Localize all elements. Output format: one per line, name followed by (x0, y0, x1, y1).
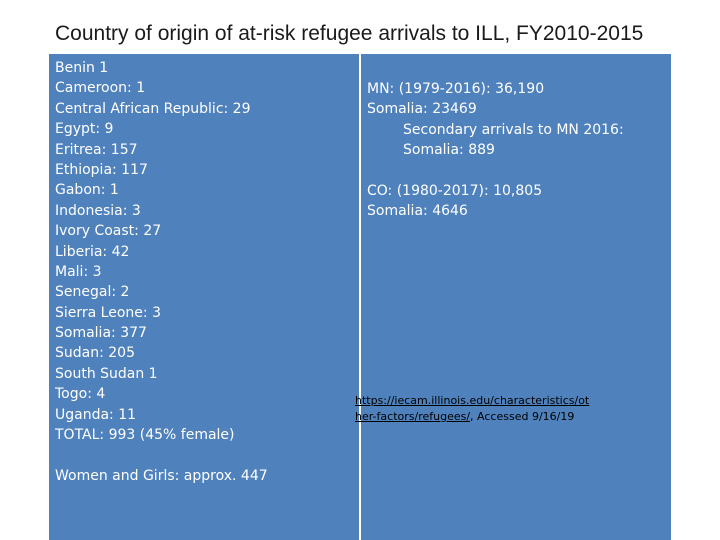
left-column: Benin 1 Cameroon: 1 Central African Repu… (55, 58, 268, 486)
list-item: Sudan: 205 (55, 345, 135, 362)
list-item: Togo: 4 (55, 386, 106, 403)
mn-total-line: MN: (1979-2016): 36,190 (367, 81, 545, 97)
list-item: Somalia: 377 (55, 325, 147, 342)
women-and-girls-line: Women and Girls: approx. 447 (55, 467, 268, 484)
source-citation: https://iecam.illinois.edu/characteristi… (355, 393, 595, 425)
list-item: Uganda: 11 (55, 406, 137, 423)
list-item: South Sudan 1 (55, 365, 158, 382)
list-item: Ethiopia: 117 (55, 161, 148, 178)
right-column: MN: (1979-2016): 36,190 Somalia: 23469 S… (367, 79, 624, 222)
spacer (367, 161, 624, 181)
list-item: Gabon: 1 (55, 182, 119, 199)
list-item: Central African Republic: 29 (55, 100, 251, 117)
co-somalia-line: Somalia: 4646 (367, 203, 468, 220)
list-item: Egypt: 9 (55, 121, 114, 138)
list-item: Eritrea: 157 (55, 141, 138, 158)
secondary-arrivals-label: Secondary arrivals to MN 2016: (403, 121, 624, 138)
list-item: Indonesia: 3 (55, 202, 141, 219)
secondary-somalia-line: Somalia: 889 (403, 142, 495, 159)
list-item: Cameroon: 1 (55, 80, 146, 97)
slide-title: Country of origin of at-risk refugee arr… (55, 22, 644, 45)
list-item: Liberia: 42 (55, 243, 130, 260)
source-link[interactable]: https://iecam.illinois.edu/characteristi… (355, 394, 590, 423)
list-item: Sierra Leone: 3 (55, 304, 161, 321)
accessed-date: , Accessed 9/16/19 (470, 410, 575, 423)
spacer (55, 445, 268, 465)
total-line: TOTAL: 993 (45% female) (55, 427, 235, 444)
column-divider (359, 54, 361, 540)
list-item: Mali: 3 (55, 263, 102, 280)
mn-somalia-line: Somalia: 23469 (367, 101, 477, 118)
list-item: Senegal: 2 (55, 284, 130, 301)
list-item: Benin 1 (55, 60, 109, 76)
co-total-line: CO: (1980-2017): 10,805 (367, 182, 543, 199)
list-item: Ivory Coast: 27 (55, 223, 162, 240)
